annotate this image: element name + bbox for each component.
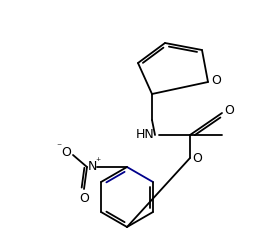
Text: O: O (211, 73, 221, 87)
Text: O: O (192, 152, 202, 164)
Text: ⁻: ⁻ (56, 142, 61, 152)
Text: O: O (61, 147, 71, 159)
Text: O: O (224, 103, 234, 117)
Text: N: N (87, 160, 97, 174)
Text: O: O (79, 191, 89, 205)
Text: HN: HN (136, 128, 154, 142)
Text: ⁺: ⁺ (95, 157, 101, 167)
